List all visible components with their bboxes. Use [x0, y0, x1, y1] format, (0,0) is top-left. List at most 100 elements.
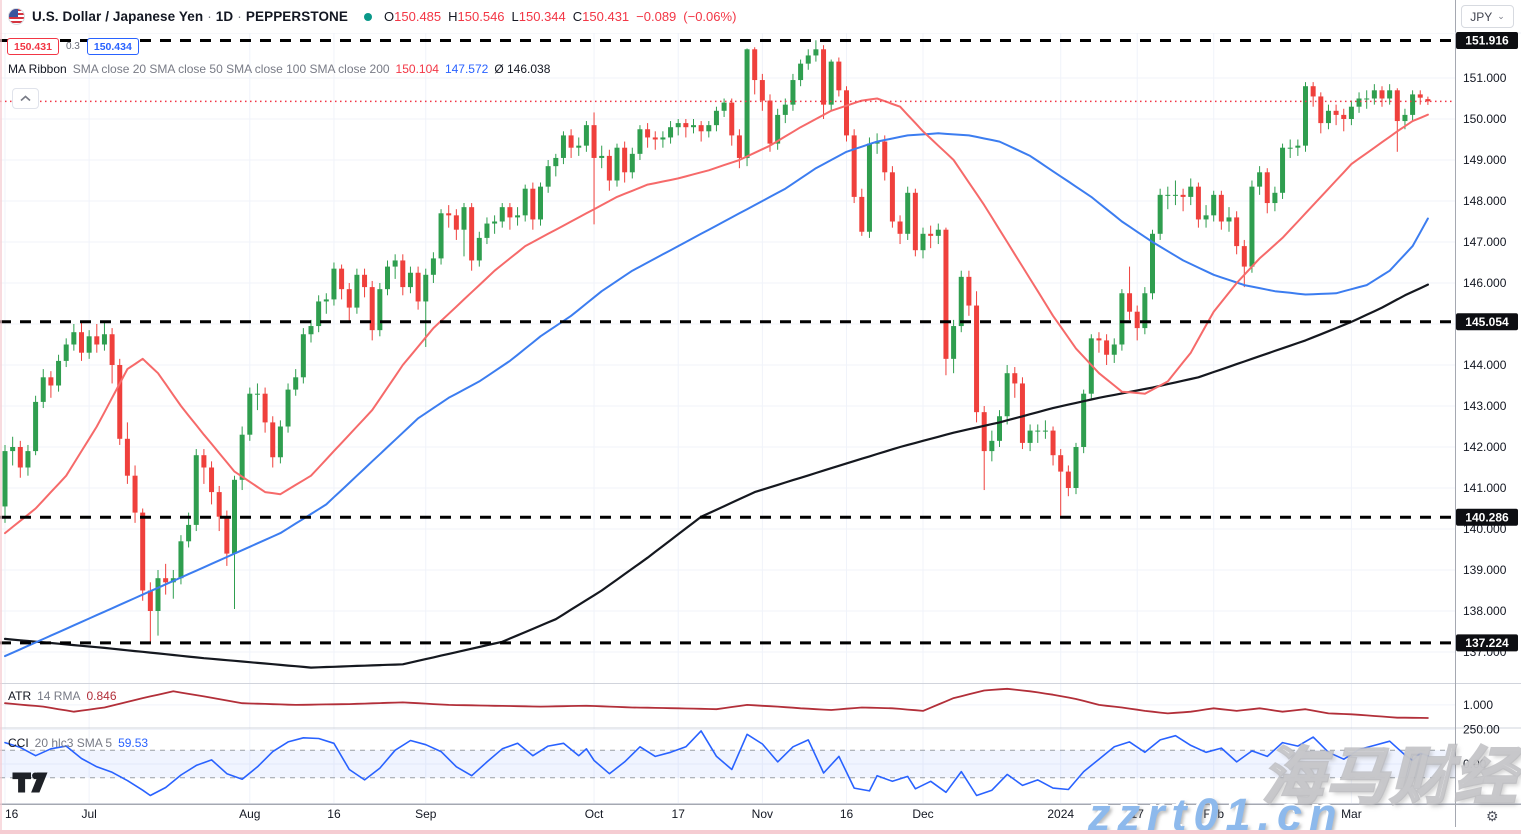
candle[interactable]: [966, 270, 972, 316]
candle[interactable]: [1218, 190, 1224, 230]
level-price-badge[interactable]: 140.286: [1456, 508, 1518, 526]
level-price-badge[interactable]: 151.916: [1456, 31, 1518, 49]
symbol-name[interactable]: U.S. Dollar / Japanese Yen: [32, 9, 204, 24]
candle[interactable]: [1234, 211, 1240, 255]
candle[interactable]: [48, 371, 54, 398]
candle[interactable]: [553, 153, 559, 177]
candle[interactable]: [1417, 90, 1423, 105]
candle[interactable]: [469, 203, 475, 271]
candle[interactable]: [1203, 205, 1209, 228]
candle[interactable]: [951, 319, 957, 374]
candle[interactable]: [323, 293, 329, 314]
level-badges-layer[interactable]: 151.916 145.054 140.286 137.224: [1456, 31, 1518, 652]
candle[interactable]: [1104, 334, 1110, 365]
cci-layer[interactable]: [4, 730, 1429, 797]
candle[interactable]: [155, 570, 161, 636]
candle[interactable]: [1119, 289, 1125, 351]
candle[interactable]: [989, 430, 995, 462]
atr-title[interactable]: ATR: [8, 689, 32, 703]
candle[interactable]: [484, 217, 490, 245]
candle[interactable]: [767, 94, 773, 152]
candle[interactable]: [377, 283, 383, 337]
candle[interactable]: [385, 260, 390, 296]
candle[interactable]: [262, 387, 268, 433]
candle[interactable]: [316, 295, 322, 333]
candle[interactable]: [492, 215, 498, 234]
candle[interactable]: [1157, 188, 1163, 240]
level-lines-layer[interactable]: [0, 38, 1455, 645]
candle[interactable]: [247, 387, 253, 441]
candle[interactable]: [629, 147, 635, 179]
candle[interactable]: [438, 209, 444, 265]
tradingview-logo[interactable]: [12, 772, 48, 793]
candle[interactable]: [400, 254, 406, 296]
symbol-title[interactable]: U.S. Dollar / Japanese Yen · 1D · PEPPERSTON…: [32, 9, 348, 24]
candle[interactable]: [476, 231, 482, 267]
candle[interactable]: [759, 73, 765, 111]
candle[interactable]: [71, 324, 77, 351]
candle[interactable]: [530, 182, 536, 230]
candle[interactable]: [545, 160, 551, 193]
candle[interactable]: [821, 45, 827, 119]
candle[interactable]: [981, 406, 987, 491]
candle[interactable]: [1364, 90, 1370, 109]
candle[interactable]: [270, 416, 276, 468]
candle[interactable]: [2, 444, 8, 523]
candle[interactable]: [614, 143, 620, 187]
candle[interactable]: [844, 86, 849, 142]
candle[interactable]: [499, 203, 505, 228]
candle[interactable]: [1211, 190, 1217, 222]
atr-legend[interactable]: ATR 14 RMA 0.846: [8, 689, 117, 703]
candle[interactable]: [889, 166, 895, 228]
candle[interactable]: [392, 254, 398, 279]
candle[interactable]: [423, 268, 429, 347]
candle[interactable]: [1134, 305, 1140, 341]
candle[interactable]: [277, 420, 283, 464]
candle[interactable]: [1081, 389, 1087, 454]
candle[interactable]: [836, 57, 842, 97]
candle[interactable]: [729, 98, 735, 146]
candle[interactable]: [744, 48, 750, 167]
candle[interactable]: [201, 449, 207, 484]
atr-layer[interactable]: [4, 687, 1429, 719]
candle[interactable]: [1280, 143, 1286, 199]
currency-unit-button[interactable]: JPY ⌄: [1461, 5, 1514, 28]
candle[interactable]: [1226, 207, 1232, 232]
candle[interactable]: [331, 262, 337, 306]
candle[interactable]: [1325, 104, 1331, 130]
candle[interactable]: [974, 291, 980, 423]
candle[interactable]: [1287, 139, 1293, 158]
candle[interactable]: [1127, 266, 1133, 320]
candle[interactable]: [1272, 186, 1278, 212]
candle[interactable]: [117, 358, 123, 445]
candle[interactable]: [622, 141, 628, 183]
candle[interactable]: [239, 426, 245, 491]
candle[interactable]: [1295, 139, 1301, 156]
candle[interactable]: [1096, 332, 1102, 353]
candle[interactable]: [1387, 84, 1393, 105]
candle[interactable]: [369, 280, 375, 341]
candle[interactable]: [124, 422, 130, 484]
candle[interactable]: [109, 328, 115, 384]
ma-ribbon-layer[interactable]: [3, 97, 1429, 669]
candle[interactable]: [163, 563, 169, 595]
candle[interactable]: [1371, 84, 1377, 105]
candle[interactable]: [1318, 92, 1324, 134]
candle[interactable]: [101, 322, 107, 351]
candle[interactable]: [461, 203, 467, 257]
candle[interactable]: [859, 188, 865, 236]
candle[interactable]: [599, 145, 605, 169]
candle[interactable]: [178, 535, 184, 585]
candle[interactable]: [1249, 180, 1255, 273]
candles-layer[interactable]: [2, 40, 1431, 643]
candle[interactable]: [308, 319, 314, 343]
candle[interactable]: [568, 129, 574, 158]
collapse-legend-button[interactable]: [12, 88, 39, 109]
candle[interactable]: [1303, 82, 1308, 152]
candle[interactable]: [905, 186, 911, 240]
ma-ribbon-legend[interactable]: MA Ribbon SMA close 20 SMA close 50 SMA …: [8, 62, 550, 76]
candle[interactable]: [362, 268, 368, 298]
candle[interactable]: [10, 436, 16, 466]
candle[interactable]: [507, 203, 513, 230]
candle[interactable]: [1425, 96, 1431, 105]
